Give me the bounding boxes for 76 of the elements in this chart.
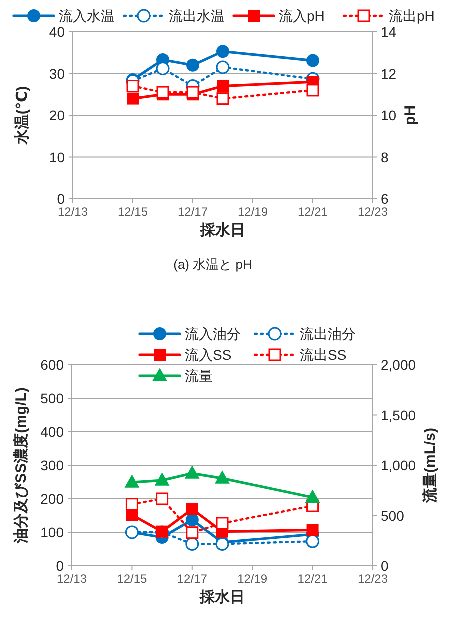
legend-label: 流出SS — [300, 347, 347, 363]
legend-label: 流入pH — [279, 8, 325, 24]
y2-tick-label: 14 — [381, 24, 397, 40]
y-tick-label: 100 — [40, 524, 64, 540]
point — [156, 86, 170, 99]
x-tick-label: 12/17 — [177, 572, 208, 586]
point — [186, 537, 200, 551]
x-tick-label: 12/15 — [118, 205, 148, 219]
point — [306, 490, 320, 503]
x-tick-label: 12/23 — [358, 205, 388, 219]
point — [155, 473, 170, 486]
y2-tick-label: 6 — [381, 191, 389, 207]
y-axis-title: 水温(℃) — [14, 86, 31, 146]
point — [216, 517, 229, 530]
point — [156, 492, 169, 506]
point — [306, 534, 320, 548]
point — [185, 466, 200, 479]
x-axis-title: 採水日 — [200, 222, 246, 239]
legend-label: 流出油分 — [300, 326, 356, 342]
y2-tick-label: 12 — [381, 66, 397, 82]
legend-label: 流出水温 — [169, 8, 225, 24]
y2-tick-label: 8 — [381, 149, 389, 166]
point — [215, 471, 230, 484]
y-tick-label: 500 — [40, 390, 64, 406]
legend-label: 流入SS — [185, 347, 232, 363]
y-tick-label: 600 — [40, 357, 64, 373]
point — [186, 503, 198, 516]
x-tick-label: 12/19 — [238, 205, 268, 219]
x-tick-label: 12/17 — [178, 205, 208, 219]
y-tick-label: 30 — [49, 66, 66, 82]
y-axis-title: 油分及びSS濃度(mg/L) — [12, 388, 30, 544]
x-tick-label: 12/13 — [58, 205, 88, 219]
x-axis-title: 採水日 — [199, 589, 245, 606]
point — [217, 80, 229, 92]
y2-tick-label: 2,000 — [381, 357, 416, 373]
x-tick-label: 12/19 — [238, 572, 268, 586]
y-tick-label: 300 — [40, 458, 64, 474]
y-tick-label: 10 — [49, 149, 66, 166]
y-tick-label: 0 — [57, 191, 66, 207]
y2-tick-label: 1,500 — [381, 407, 416, 424]
point — [186, 58, 200, 72]
legend-label: 流量 — [185, 368, 213, 384]
point — [186, 86, 200, 99]
text: (a) 水温と pH — [174, 257, 252, 272]
x-tick-label: 12/13 — [56, 572, 88, 586]
point — [306, 84, 320, 97]
point — [126, 80, 140, 93]
point — [156, 62, 170, 76]
legend-label: 流入油分 — [185, 326, 241, 342]
y2-tick-label: 500 — [381, 508, 405, 524]
y2-tick-label: 1,000 — [381, 458, 416, 474]
x-tick-label: 12/21 — [298, 205, 328, 219]
point — [127, 92, 139, 105]
y-tick-label: 20 — [49, 108, 66, 124]
y-tick-label: 200 — [40, 491, 64, 507]
point — [125, 475, 140, 488]
y2-tick-label: 0 — [381, 558, 389, 574]
y-tick-label: 400 — [40, 424, 64, 440]
y-tick-label: 0 — [56, 558, 64, 574]
point — [186, 526, 199, 540]
point — [126, 498, 138, 511]
point — [186, 514, 199, 527]
legend-label: 流出pH — [389, 8, 435, 24]
point — [216, 45, 230, 58]
point — [306, 524, 319, 536]
y2-axis-title: pH — [402, 106, 419, 126]
x-tick-label: 12/15 — [117, 572, 148, 586]
y-tick-label: 40 — [49, 24, 66, 40]
point — [216, 60, 230, 74]
y2-axis-title: 流量(mL/s) — [421, 428, 439, 504]
x-tick-label: 12/23 — [358, 572, 388, 586]
y2-tick-label: 10 — [381, 108, 397, 124]
legend-label: 流入水温 — [59, 8, 115, 24]
point — [216, 92, 230, 106]
point — [306, 54, 320, 68]
x-tick-label: 12/21 — [298, 572, 328, 586]
